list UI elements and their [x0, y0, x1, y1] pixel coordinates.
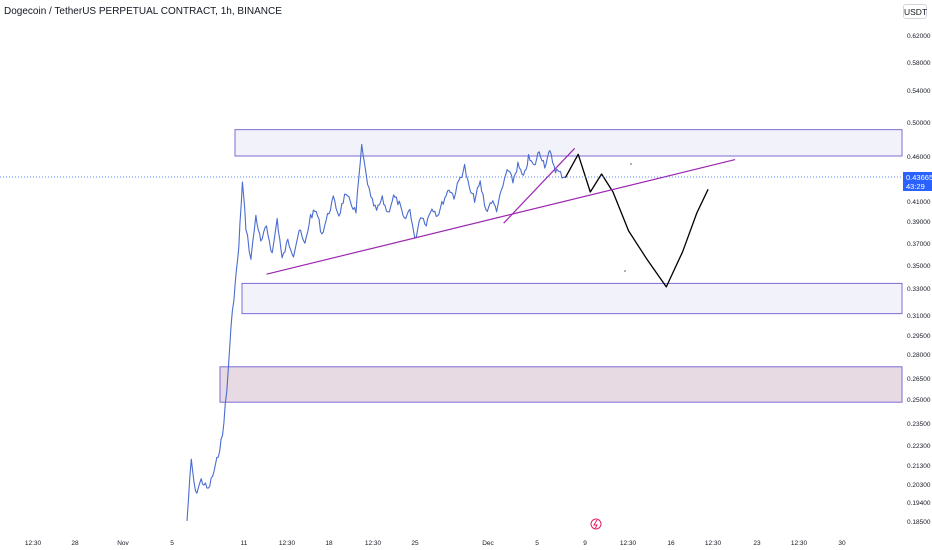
- price-tick-label: 0.21300: [907, 463, 931, 470]
- zone-0: [234, 129, 903, 157]
- price-tick-label: 0.29500: [907, 333, 931, 340]
- chart-extras: [590, 163, 632, 530]
- time-tick-label: 5: [535, 540, 539, 547]
- price-tick-label: 0.54000: [907, 88, 931, 95]
- price-tick-label: 0.28000: [907, 352, 931, 359]
- price-tick-label: 0.20300: [907, 482, 931, 489]
- symbol-title: Dogecoin / TetherUS PERPETUAL CONTRACT, …: [4, 6, 282, 17]
- time-axis[interactable]: 12:30 28 Nov 5 11 12:30 18 12:30 25 Dec 5 9 12:30 16 1…: [25, 540, 846, 547]
- time-tick-label: 30: [838, 540, 846, 547]
- price-tick-label: 0.58000: [907, 60, 931, 67]
- time-tick-label: 9: [583, 540, 587, 547]
- time-tick-label: 25: [411, 540, 419, 547]
- currency-button[interactable]: USDT: [903, 4, 927, 19]
- time-tick-label: 23: [753, 540, 761, 547]
- price-tick-label: 0.39000: [907, 219, 931, 226]
- price-line: [186, 143, 566, 521]
- price-tick-label: 0.22300: [907, 443, 931, 450]
- drawings-layer: [0, 147, 903, 288]
- time-tick-label: 12:30: [25, 540, 42, 547]
- last-price-label: 0.43665 43:29: [903, 172, 932, 191]
- price-tick-label: 0.19400: [907, 500, 931, 507]
- time-tick-label: 18: [325, 540, 333, 547]
- time-tick-label: 12:30: [705, 540, 722, 547]
- time-tick-label: 12:30: [791, 540, 808, 547]
- projection-path: [564, 153, 709, 288]
- trendline-0: [266, 159, 736, 275]
- countdown-timer: 43:29: [906, 182, 925, 191]
- time-tick-label: 28: [71, 540, 79, 547]
- price-tick-label: 0.46000: [907, 154, 931, 161]
- time-tick-label: 12:30: [620, 540, 637, 547]
- time-tick-label: 11: [241, 540, 248, 547]
- price-tick-label: 0.41000: [907, 199, 931, 206]
- event-marker-icon: [590, 518, 602, 530]
- zone-1: [241, 282, 903, 315]
- time-tick-label: 16: [667, 540, 675, 547]
- price-tick-label: 0.35000: [907, 263, 931, 270]
- zone-2: [219, 366, 903, 403]
- price-tick-label: 0.50000: [907, 120, 931, 127]
- price-series: [186, 143, 566, 521]
- stray-dot: [624, 270, 626, 272]
- price-tick-label: 0.23500: [907, 421, 931, 428]
- stray-dot: [630, 163, 632, 165]
- price-tick-label: 0.18500: [907, 519, 931, 526]
- price-tick-label: 0.31000: [907, 313, 931, 320]
- price-tick-label: 0.33000: [907, 286, 931, 293]
- time-tick-label: Dec: [482, 540, 494, 547]
- trendline-1: [503, 147, 576, 224]
- zones-layer: [219, 129, 903, 403]
- time-tick-label: 12:30: [279, 540, 296, 547]
- lightning-icon: [593, 519, 598, 530]
- price-axis[interactable]: 0.62000 0.58000 0.54000 0.50000 0.46000 0.410…: [907, 33, 931, 526]
- price-tick-label: 0.26500: [907, 376, 931, 383]
- price-tick-label: 0.25000: [907, 397, 931, 404]
- time-tick-label: 5: [170, 540, 174, 547]
- time-tick-label: 12:30: [365, 540, 382, 547]
- last-price-value: 0.43665: [906, 173, 932, 182]
- price-tick-label: 0.62000: [907, 33, 931, 40]
- price-tick-label: 0.37000: [907, 241, 931, 248]
- time-tick-label: Nov: [117, 540, 129, 547]
